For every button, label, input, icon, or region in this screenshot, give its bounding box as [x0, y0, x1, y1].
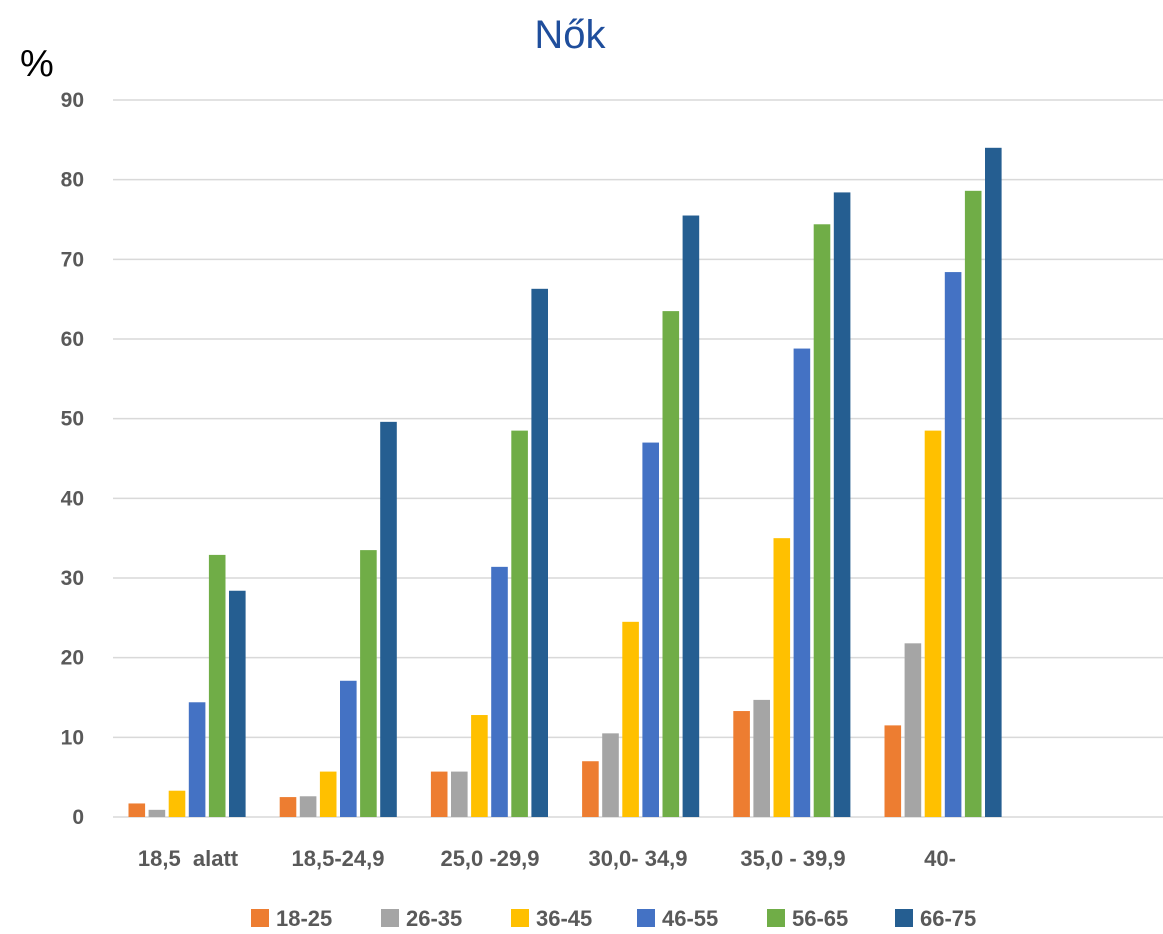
legend-item-46-55: 46-55	[637, 906, 718, 931]
bar-56-65-6	[964, 190, 982, 817]
bar-66-75-2	[380, 421, 397, 817]
y-tick-label: 20	[61, 647, 84, 670]
bar-36-45-5	[773, 538, 791, 817]
y-tick-label: 30	[61, 567, 84, 590]
gridlines	[113, 99, 1163, 818]
bar-18-25-1	[128, 803, 146, 817]
bar-36-45-6	[924, 430, 942, 817]
y-tick-label: 0	[72, 806, 84, 829]
legend-item-26-35: 26-35	[381, 906, 462, 931]
legend-swatch	[251, 909, 269, 927]
bar-36-45-2	[319, 771, 337, 817]
bar-56-65-2	[360, 550, 377, 817]
chart-title: Nők	[534, 13, 606, 57]
y-axis-unit-label: %	[20, 43, 54, 85]
bar-26-35-1	[148, 809, 166, 817]
bar-26-35-4	[602, 733, 619, 817]
bar-56-65-5	[813, 224, 831, 817]
bar-66-75-5	[833, 192, 851, 817]
bar-18-25-2	[279, 797, 297, 817]
legend-item-36-45: 36-45	[511, 906, 592, 931]
x-tick-label: 18,5 alatt	[138, 846, 239, 871]
legend-label: 46-55	[662, 906, 718, 931]
bar-66-75-6	[985, 147, 1002, 818]
x-tick-label: 40-	[924, 846, 956, 871]
bar-18-25-3	[430, 771, 448, 817]
bar-46-55-4	[642, 442, 659, 817]
bar-26-35-6	[904, 643, 922, 817]
bar-46-55-2	[340, 680, 357, 817]
y-axis-ticks: 0 10 20 30 40 50 60 70 80 90	[61, 89, 84, 829]
bar-26-35-2	[299, 796, 317, 817]
bar-66-75-1	[229, 590, 246, 817]
legend-swatch	[381, 909, 399, 927]
y-tick-label: 50	[61, 408, 84, 431]
bar-56-65-4	[662, 311, 680, 817]
x-tick-label: 35,0 - 39,9	[740, 846, 845, 871]
bar-36-45-1	[168, 790, 186, 817]
legend-item-56-65: 56-65	[767, 906, 848, 931]
bar-66-75-4	[682, 215, 700, 817]
bar-56-65-1	[208, 554, 226, 817]
bar-36-45-3	[471, 715, 488, 817]
legend-swatch	[767, 909, 785, 927]
bar-56-65-3	[511, 430, 528, 817]
bar-46-55-1	[188, 702, 206, 817]
y-tick-label: 40	[61, 487, 84, 510]
bar-46-55-6	[944, 272, 962, 818]
bar-66-75-3	[531, 288, 548, 817]
bar-18-25-5	[733, 711, 750, 817]
bar-18-25-4	[582, 761, 599, 817]
x-tick-label: 30,0- 34,9	[588, 846, 687, 871]
x-tick-label: 18,5-24,9	[292, 846, 385, 871]
legend-label: 18-25	[276, 906, 332, 931]
bar-36-45-4	[622, 621, 639, 817]
y-tick-label: 90	[61, 89, 84, 112]
legend-swatch	[895, 909, 913, 927]
legend-swatch	[637, 909, 655, 927]
x-axis-ticks: 18,5 alatt 18,5-24,9 25,0 -29,9 30,0- 34,9 3…	[138, 846, 956, 871]
legend-item-18-25: 18-25	[251, 906, 332, 931]
bar-46-55-3	[491, 566, 508, 817]
y-tick-label: 80	[61, 169, 84, 192]
legend-label: 26-35	[406, 906, 462, 931]
bar-46-55-5	[793, 348, 811, 817]
legend: 18-25 26-35 36-45 46-55 56-65 66-75	[251, 906, 976, 931]
legend-label: 56-65	[792, 906, 848, 931]
y-tick-label: 60	[61, 328, 84, 351]
legend-label: 66-75	[920, 906, 976, 931]
legend-label: 36-45	[536, 906, 592, 931]
bar-18-25-6	[884, 725, 902, 817]
x-tick-label: 25,0 -29,9	[440, 846, 539, 871]
legend-item-66-75: 66-75	[895, 906, 976, 931]
y-tick-label: 70	[61, 248, 84, 271]
y-tick-label: 10	[61, 726, 84, 749]
legend-swatch	[511, 909, 529, 927]
bar-26-35-5	[753, 699, 770, 817]
bar-26-35-3	[451, 771, 468, 817]
bars	[128, 147, 1002, 818]
